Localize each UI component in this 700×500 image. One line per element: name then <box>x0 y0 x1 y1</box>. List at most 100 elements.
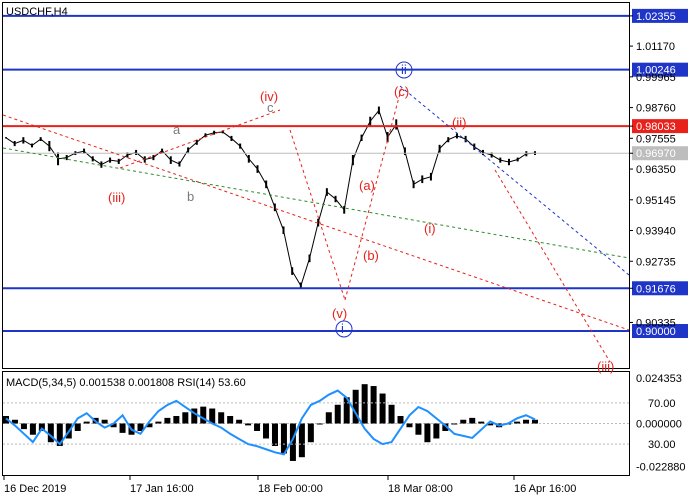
macd-bar <box>451 423 458 425</box>
indicator-tick-label: 0.024353 <box>636 373 682 385</box>
macd-bar <box>352 389 359 424</box>
macd-bar <box>361 384 368 424</box>
macd-bar <box>343 397 350 424</box>
level-tag-label: 1.02355 <box>636 11 676 23</box>
macd-bar <box>110 423 117 428</box>
wave-label: (iii) <box>597 359 614 374</box>
macd-bar <box>218 412 225 424</box>
macd-bar <box>146 423 153 428</box>
macd-bar <box>101 419 108 424</box>
wave-label: (iii) <box>108 190 125 205</box>
y-tick-label: 0.90335 <box>636 317 676 329</box>
trend-line-middle <box>2 147 630 259</box>
macd-bar <box>487 423 494 426</box>
macd-bar <box>20 423 27 430</box>
macd-bar <box>514 421 521 424</box>
wave-label: (ii) <box>452 115 466 130</box>
y-tick-label: 0.95145 <box>636 195 676 207</box>
macd-bar <box>334 404 341 424</box>
macd-bar <box>263 423 270 439</box>
macd-bar <box>325 412 332 424</box>
level-tag-label: 1.00246 <box>636 65 676 77</box>
macd-bar <box>406 423 413 428</box>
macd-bar <box>370 386 377 424</box>
y-tick-label: 0.98760 <box>636 103 676 115</box>
macd-bar <box>245 423 252 426</box>
trend-line-ii <box>399 85 630 276</box>
macd-bar <box>280 423 287 454</box>
macd-bar <box>307 423 314 443</box>
level-tag-label: 0.91676 <box>636 283 676 295</box>
price-axis: 1.02355 1.00246 0.98033 0.96970 0.91676 0.900… <box>3 8 688 495</box>
wave-label: (iv) <box>260 89 278 104</box>
x-tick-label: 16 Apr 16:00 <box>514 483 576 495</box>
y-tick-label: 1.01170 <box>636 41 675 53</box>
macd-bar <box>271 423 278 446</box>
macd-bar <box>523 419 530 424</box>
macd-bar <box>433 423 440 439</box>
macd-bar <box>388 404 395 424</box>
indicator-plot-area <box>3 384 629 461</box>
macd-bar <box>532 419 538 424</box>
wave-label: b <box>187 189 194 204</box>
main-plot-frame <box>2 2 630 369</box>
wave-label-ring <box>395 61 413 79</box>
wave-label: (i) <box>424 221 436 236</box>
y-tick-label: 0.93940 <box>636 226 676 238</box>
macd-bar <box>415 423 422 435</box>
y-tick-label: 0.92735 <box>636 256 676 268</box>
macd-bar <box>478 421 485 424</box>
macd-bar <box>298 423 305 458</box>
macd-bar <box>469 417 476 424</box>
wave-label: ii <box>401 62 407 77</box>
macd-bar <box>11 419 18 424</box>
trend-line-wave <box>344 85 403 301</box>
macd-bar <box>209 408 216 424</box>
wave-label: a <box>173 122 181 137</box>
indicator-title: MACD(5,34,5) 0.001538 0.001808 RSI(14) 5… <box>6 377 246 389</box>
macd-bar <box>47 423 54 443</box>
macd-bar <box>173 416 180 424</box>
level-tag-label: 0.96970 <box>636 148 676 160</box>
macd-bar <box>119 423 126 433</box>
y-tick-label: 0.97555 <box>636 133 676 145</box>
main-plot-area: (iv)(iii)abc(v)iii(a)(b)(c)(i)(ii)(iii) <box>2 14 630 374</box>
macd-bar <box>289 423 296 461</box>
macd-bar <box>460 419 467 424</box>
level-tag <box>632 119 688 134</box>
level-tag-label: 0.90000 <box>636 326 676 338</box>
price-line <box>5 109 536 287</box>
rsi-level-label: 30.00 <box>648 439 676 451</box>
macd-bar <box>316 423 323 425</box>
macd-bar <box>236 419 243 424</box>
macd-bar <box>74 423 81 431</box>
macd-bar <box>424 423 431 443</box>
level-tag-label: 0.98033 <box>636 121 676 133</box>
macd-bar <box>379 393 386 424</box>
level-tag <box>632 8 688 23</box>
macd-bar <box>137 423 144 431</box>
wave-label: (v) <box>332 306 347 321</box>
level-tag <box>632 324 688 339</box>
level-tag <box>632 146 688 161</box>
x-tick-label: 17 Jan 16:00 <box>130 483 194 495</box>
macd-bar <box>38 423 45 431</box>
macd-bar <box>182 412 189 424</box>
x-tick-label: 18 Mar 08:00 <box>388 483 453 495</box>
macd-bar <box>164 417 171 424</box>
trend-line-iv <box>119 109 281 169</box>
macd-bar <box>442 423 449 431</box>
indicator-tick-label: 0.000000 <box>636 419 682 431</box>
wave-label: i <box>341 321 344 336</box>
x-tick-label: 18 Feb 00:00 <box>258 483 323 495</box>
wave-label-ring <box>335 320 353 338</box>
wave-label: c <box>267 100 274 115</box>
y-tick-label: 0.96350 <box>636 164 676 176</box>
macd-bar <box>397 416 404 424</box>
wave-label: (a) <box>359 178 375 193</box>
macd-bar <box>56 423 63 446</box>
macd-bar <box>200 406 207 424</box>
macd-bar <box>83 421 90 424</box>
y-tick-label: 0.99965 <box>636 72 676 84</box>
